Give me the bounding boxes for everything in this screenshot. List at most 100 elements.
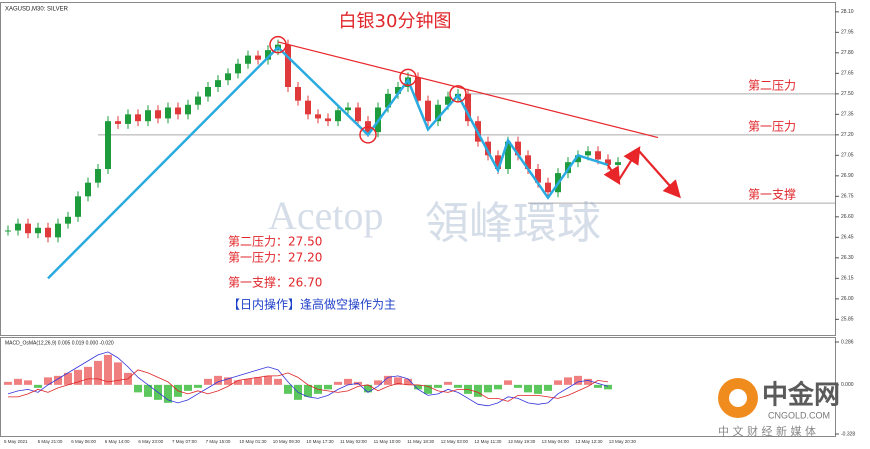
candle: [485, 141, 491, 156]
candle: [15, 223, 21, 231]
histogram-bar: [524, 384, 532, 393]
candle: [175, 107, 181, 115]
candle: [605, 159, 611, 165]
candle: [45, 227, 51, 238]
candle: [325, 118, 331, 122]
histogram-bar: [334, 381, 342, 385]
histogram-bar: [254, 377, 262, 385]
x-tick-label: 10 May 09:30: [273, 439, 301, 444]
candle: [55, 223, 61, 238]
candle: [425, 100, 431, 122]
forecast-arrow: [617, 146, 641, 182]
histogram-bar: [234, 380, 242, 385]
histogram-bar: [444, 381, 452, 385]
candle: [145, 110, 151, 122]
x-tick-label: 13 May 04:00: [542, 439, 570, 444]
histogram-bar: [594, 384, 602, 388]
histogram-bar: [34, 384, 42, 388]
symbol: XAGUSD,M30: SILVER: [5, 7, 69, 13]
histogram-bar: [44, 377, 52, 385]
candle: [125, 114, 131, 124]
histogram-bar: [84, 366, 92, 385]
x-tick-label: 7 May 15:00: [206, 439, 231, 444]
candle: [105, 121, 111, 169]
histogram-bar: [544, 384, 552, 391]
candle: [265, 50, 271, 60]
trend-line: [277, 41, 659, 139]
histogram-bar: [404, 378, 412, 385]
y-tick-label: 27.50: [841, 91, 854, 97]
x-tick-label: 12 May 11:30: [474, 439, 501, 444]
candle: [235, 63, 241, 74]
y-tick-label: 27.05: [841, 153, 854, 159]
candle: [545, 182, 551, 193]
histogram-bar: [204, 378, 212, 385]
histogram-bar: [214, 375, 222, 385]
y-tick-label: 0.000: [841, 382, 854, 388]
candle: [575, 155, 581, 163]
x-tick-label: 5 May 21:00: [38, 439, 63, 444]
candle: [245, 55, 251, 64]
x-tick-label: 11 May 10:00: [374, 439, 401, 444]
x-tick-label: 6 May 06:00: [71, 439, 96, 444]
histogram-bar: [394, 377, 402, 385]
y-tick-label: 27.35: [841, 112, 854, 118]
histogram-bar: [534, 384, 542, 394]
watermark: Acetop: [268, 193, 384, 238]
candle: [155, 110, 161, 119]
highlight-circle: [359, 126, 377, 144]
logo-slogan: 中 文 财 经 新 媒 体: [718, 424, 816, 438]
histogram-bar: [554, 380, 562, 385]
histogram-bar: [454, 384, 462, 388]
y-tick-label: 28.10: [841, 9, 854, 15]
histogram-bar: [104, 354, 112, 385]
candle: [225, 73, 231, 81]
histogram-bar: [434, 384, 442, 388]
watermark: 領峰環球: [425, 198, 601, 249]
candle: [35, 227, 41, 234]
y-tick-label: 26.90: [841, 173, 854, 179]
candle: [615, 162, 621, 165]
histogram-bar: [414, 384, 422, 390]
candle: [165, 107, 171, 119]
histogram-bar: [224, 377, 232, 385]
candle: [515, 141, 521, 156]
histogram-bar: [54, 375, 62, 385]
histogram-bar: [504, 380, 512, 385]
candle: [285, 44, 291, 87]
histogram-bar: [264, 375, 272, 385]
histogram-bar: [274, 378, 282, 385]
histogram-bar: [184, 384, 192, 391]
candle: [335, 110, 341, 122]
candle: [345, 107, 351, 111]
y-tick-label: 25.85: [841, 317, 854, 323]
histogram-bar: [194, 384, 202, 388]
x-tick-label: 12 May 19:30: [508, 439, 536, 444]
y-tick-label: 27.95: [841, 30, 854, 36]
candle: [195, 96, 201, 105]
candle: [585, 151, 591, 156]
histogram-bar: [304, 384, 312, 397]
candle: [415, 77, 421, 101]
candle: [315, 114, 321, 119]
candle: [135, 114, 141, 122]
y-tick-label: 27.80: [841, 50, 854, 56]
y-tick-label: 0.286: [841, 339, 854, 345]
histogram-bar: [64, 372, 72, 385]
x-tick-label: 6 May 14:00: [105, 439, 130, 444]
candle: [385, 93, 391, 108]
candle: [445, 96, 451, 105]
candle: [205, 87, 211, 97]
histogram-bar: [494, 384, 502, 390]
candle: [355, 107, 361, 122]
candle: [505, 141, 511, 169]
x-tick-label: 5 May 2021: [4, 439, 28, 444]
histogram-bar: [4, 381, 12, 385]
note: 第一支撑：26.70: [228, 275, 322, 290]
candle: [525, 155, 531, 169]
histogram-bar: [164, 384, 172, 403]
candle: [295, 87, 301, 101]
level-label: 第一支撑: [748, 187, 796, 202]
main-panel: [0, 2, 836, 336]
note: 第一压力：27.20: [228, 251, 322, 265]
